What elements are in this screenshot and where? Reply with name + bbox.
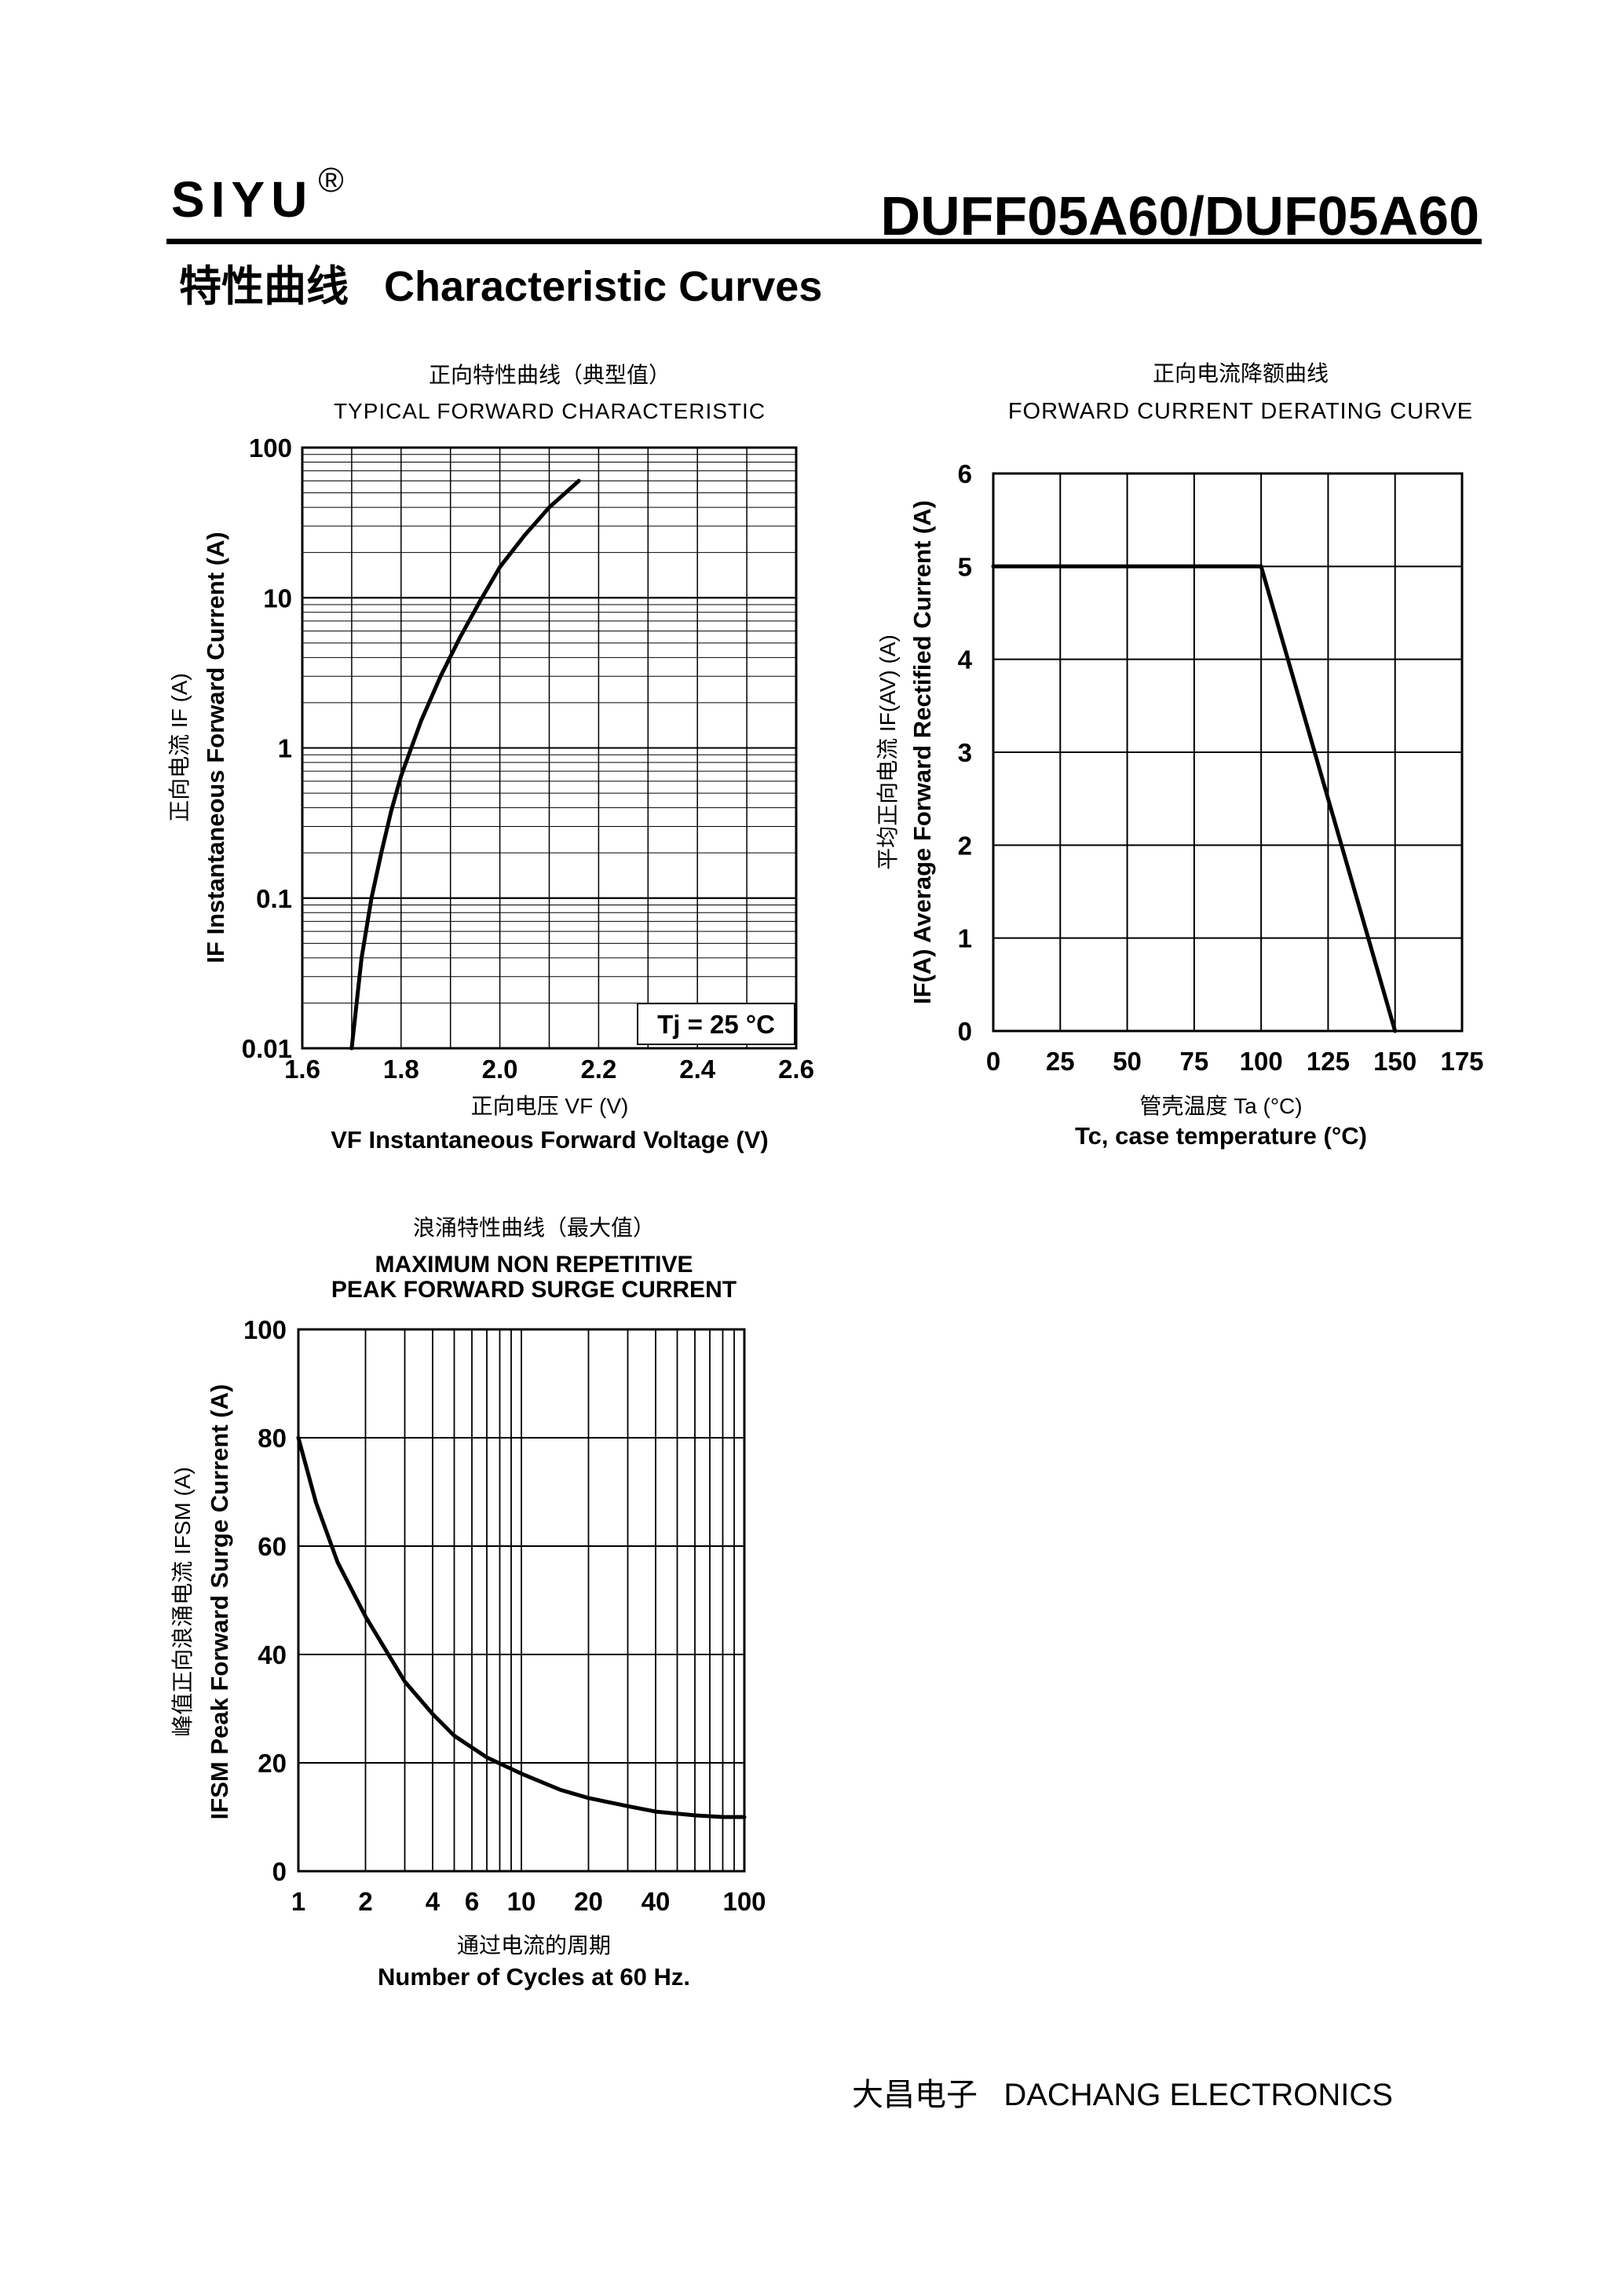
x-tick-label: 50	[1113, 1047, 1142, 1076]
x-tick-label: 20	[574, 1887, 603, 1916]
y-tick-label: 100	[243, 1315, 287, 1344]
y-tick-label: 1	[958, 924, 972, 953]
y-tick-label: 20	[258, 1749, 287, 1778]
annotation-box	[637, 1003, 795, 1045]
y-axis-label-cn: 正向电流 IF (A)	[167, 673, 192, 822]
x-tick-label: 1	[291, 1887, 305, 1916]
y-axis-label: IF(A) Average Forward Rectified Current …	[908, 500, 936, 1004]
chart-title: MAXIMUM NON REPETITIVE PEAK FORWARD SURGE…	[331, 1252, 737, 1303]
y-tick-label: 0	[272, 1857, 287, 1886]
x-tick-label: 10	[507, 1887, 536, 1916]
y-tick-label: 4	[958, 645, 973, 675]
y-tick-label: 80	[258, 1424, 287, 1453]
x-tick-label: 2.0	[482, 1055, 518, 1084]
x-axis-label-cn: 通过电流的周期	[457, 1933, 611, 1958]
x-tick-label: 150	[1373, 1047, 1416, 1076]
x-axis-label-cn: 管壳温度 Ta (°C)	[1139, 1094, 1302, 1118]
footer-company: 大昌电子 DACHANG ELECTRONICS	[852, 2078, 1393, 2112]
brand-logo: SIYU ®	[171, 163, 344, 228]
data-series-line	[349, 478, 581, 1051]
x-tick-label: 1.8	[383, 1055, 419, 1084]
y-tick-label: 1	[278, 734, 292, 763]
brand-name: SIYU	[171, 171, 314, 228]
x-tick-label: 75	[1179, 1047, 1208, 1076]
x-axis-label: Number of Cycles at 60 Hz.	[378, 1963, 690, 1991]
y-tick-label: 0.1	[256, 884, 292, 913]
chart-title-cn: 正向电流降额曲线	[1153, 361, 1329, 386]
x-tick-label: 125	[1307, 1047, 1350, 1076]
x-tick-label: 2.6	[778, 1055, 814, 1084]
x-tick-label: 1.6	[284, 1055, 320, 1084]
y-axis-label: IF Instantaneous Forward Current (A)	[202, 532, 229, 963]
y-tick-label: 2	[958, 831, 972, 860]
x-tick-label: 175	[1440, 1047, 1483, 1076]
x-tick-label: 40	[642, 1887, 671, 1916]
y-tick-label: 60	[258, 1532, 287, 1561]
x-tick-label: 2.2	[580, 1055, 616, 1084]
y-tick-label: 100	[249, 433, 292, 462]
chart-title: FORWARD CURRENT DERATING CURVE	[1008, 399, 1473, 424]
y-axis-label: IFSM Peak Forward Surge Current (A)	[206, 1384, 233, 1820]
section-title: 特性曲线 Characteristic Curves	[179, 263, 823, 310]
x-tick-label: 100	[722, 1887, 766, 1916]
y-axis-label-cn: 峰值正向浪涌电流 IFSM (A)	[170, 1467, 195, 1737]
x-tick-label: 2.4	[679, 1055, 716, 1084]
y-tick-label: 6	[958, 459, 972, 488]
y-tick-label: 10	[263, 583, 292, 612]
y-tick-label: 0	[958, 1017, 972, 1046]
annotation-text: Tj = 25 °C	[657, 1010, 775, 1039]
x-tick-label: 0	[986, 1047, 1000, 1076]
part-number: DUFF05A60/DUF05A60	[880, 185, 1479, 247]
data-series-line	[296, 1435, 747, 1819]
y-axis-label-cn: 平均正向电流 IF(AV) (A)	[875, 634, 900, 870]
surge-current-chart: 浪涌特性曲线（最大值） MAXIMUM NON REPETITIVE PEAK FO…	[170, 1216, 766, 1991]
y-tick-label: 0.01	[242, 1034, 292, 1063]
x-tick-label: 2	[358, 1887, 372, 1916]
forward-characteristic-chart: 正向特性曲线（典型值） TYPICAL FORWARD CHARACTERISTI…	[167, 363, 814, 1153]
y-tick-label: 40	[258, 1640, 287, 1669]
x-tick-label: 100	[1240, 1047, 1283, 1076]
x-tick-label: 4	[426, 1887, 440, 1916]
derating-curve-chart: 正向电流降额曲线 FORWARD CURRENT DERATING CURVE 0 2…	[875, 361, 1484, 1150]
x-axis-label: Tc, case temperature (°C)	[1075, 1122, 1367, 1150]
x-axis-label: VF Instantaneous Forward Voltage (V)	[331, 1126, 769, 1153]
header-rule	[166, 239, 1482, 244]
plot-frame	[297, 1328, 746, 1873]
plot-frame	[992, 472, 1464, 1033]
y-tick-label: 3	[958, 738, 972, 767]
x-tick-label: 25	[1046, 1047, 1075, 1076]
data-series-line	[991, 564, 1398, 1033]
plot-frame	[301, 446, 798, 1050]
chart-title-cn: 正向特性曲线（典型值）	[429, 363, 671, 387]
y-tick-label: 5	[958, 552, 972, 581]
registered-mark: ®	[318, 161, 344, 199]
chart-title: TYPICAL FORWARD CHARACTERISTIC	[334, 399, 766, 423]
x-tick-label: 6	[465, 1887, 479, 1916]
chart-title-cn: 浪涌特性曲线（最大值）	[413, 1216, 655, 1240]
x-axis-label-cn: 正向电压 VF (V)	[471, 1094, 629, 1118]
